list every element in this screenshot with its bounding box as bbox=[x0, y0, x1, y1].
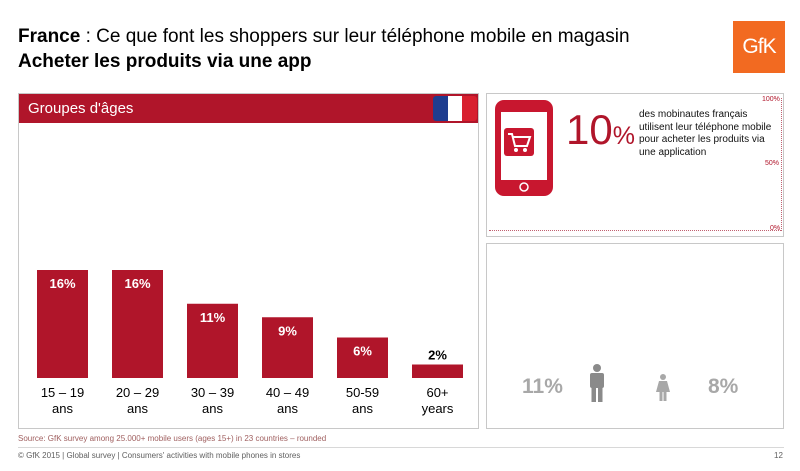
category-label-3-0: 40 – 49 bbox=[266, 385, 309, 400]
flag-stripe-red bbox=[462, 96, 477, 121]
bar-0 bbox=[37, 270, 88, 378]
male-value: 11% bbox=[522, 375, 563, 398]
category-label-4-0: 50-59 bbox=[346, 385, 379, 400]
scale-label-100: 100% bbox=[762, 96, 780, 103]
copyright-note: © GfK 2015 | Global survey | Consumers' … bbox=[18, 451, 301, 460]
scale-label-0: 0% bbox=[770, 225, 781, 232]
headline-percent-sign: % bbox=[612, 122, 635, 150]
flag-stripe-white bbox=[447, 96, 463, 121]
flag-stripe-blue bbox=[433, 96, 448, 121]
age-groups-label: Groupes d'âges bbox=[28, 100, 134, 117]
scale-baseline bbox=[489, 230, 781, 231]
bar-5 bbox=[412, 364, 463, 378]
page-number: 12 bbox=[774, 451, 783, 460]
title-text: : Ce que font les shoppers sur leur télé… bbox=[80, 26, 630, 47]
bar-value-label-3: 9% bbox=[278, 323, 297, 338]
category-label-0-1: ans bbox=[52, 401, 73, 416]
female-figure-icon bbox=[656, 374, 670, 401]
category-label-3-1: ans bbox=[277, 401, 298, 416]
page-title: France : Ce que font les shoppers sur le… bbox=[18, 26, 630, 48]
bar-value-label-1: 16% bbox=[124, 276, 150, 291]
scale-label-50: 50% bbox=[765, 160, 780, 167]
female-value: 8% bbox=[708, 375, 739, 398]
bar-4 bbox=[337, 337, 388, 378]
category-label-2-1: ans bbox=[202, 401, 223, 416]
headline-percent: 10% bbox=[566, 106, 635, 154]
france-flag-icon bbox=[433, 96, 477, 121]
gender-panel bbox=[486, 243, 784, 429]
bar-1 bbox=[112, 270, 163, 378]
category-label-0-0: 15 – 19 bbox=[41, 385, 84, 400]
footer-divider bbox=[18, 447, 784, 448]
category-label-1-0: 20 – 29 bbox=[116, 385, 159, 400]
gfk-logo: GfK bbox=[733, 21, 785, 73]
headline-percent-number: 10 bbox=[566, 106, 613, 153]
title-country: France bbox=[18, 26, 81, 47]
category-label-5-0: 60+ bbox=[426, 385, 448, 400]
age-groups-panel: Groupes d'âges 16% 15 – 19 ans 16% 20 – 29 an… bbox=[18, 93, 479, 429]
headline-description: des mobinautes français utilisent leur t… bbox=[639, 109, 772, 158]
bar-3 bbox=[262, 317, 313, 378]
bar-value-label-2: 11% bbox=[200, 310, 226, 325]
male-figure-icon bbox=[590, 364, 604, 402]
bar-value-label-0: 16% bbox=[49, 276, 75, 291]
summary-panel bbox=[486, 93, 784, 237]
bar-2 bbox=[187, 303, 238, 378]
age-groups-header: Groupes d'âges bbox=[19, 94, 478, 123]
source-note: Source: GfK survey among 25.000+ mobile … bbox=[18, 434, 327, 443]
bar-value-label-4: 6% bbox=[353, 344, 372, 359]
scale-axis bbox=[781, 98, 782, 231]
mobile-shopping-cart-icon bbox=[495, 100, 553, 196]
category-label-5-1: years bbox=[422, 401, 454, 416]
category-label-4-1: ans bbox=[352, 401, 373, 416]
category-label-2-0: 30 – 39 bbox=[191, 385, 234, 400]
bar-value-label-5: 2% bbox=[428, 348, 447, 363]
page-subtitle: Acheter les produits via une app bbox=[18, 51, 312, 72]
category-label-1-1: ans bbox=[127, 401, 148, 416]
